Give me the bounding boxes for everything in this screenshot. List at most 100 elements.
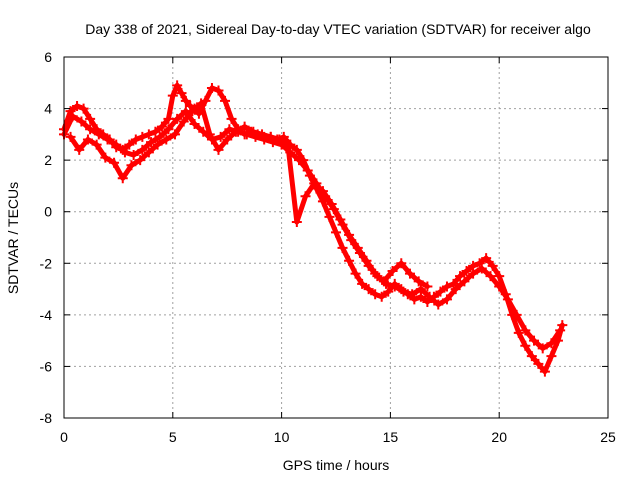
- data-point: [487, 260, 498, 271]
- data-point: [213, 144, 224, 155]
- data-point: [206, 82, 217, 93]
- data-point: [283, 142, 294, 153]
- data-point: [520, 325, 531, 336]
- data-point: [422, 296, 433, 307]
- data-point: [154, 131, 165, 142]
- data-point: [102, 134, 113, 145]
- data-point: [468, 268, 479, 279]
- data-point: [82, 134, 93, 145]
- data-point: [309, 178, 320, 189]
- data-point: [335, 214, 346, 225]
- x-tick-label: 10: [274, 429, 290, 445]
- data-point: [404, 268, 415, 279]
- data-point: [126, 160, 137, 171]
- data-point: [119, 147, 130, 158]
- data-point: [413, 276, 424, 287]
- data-point: [370, 268, 381, 279]
- data-point: [294, 155, 305, 166]
- chart-title: Day 338 of 2021, Sidereal Day-to-day VTE…: [85, 21, 591, 37]
- data-point: [257, 129, 268, 140]
- data-point: [169, 129, 180, 140]
- data-point: [204, 129, 215, 140]
- data-point: [387, 266, 398, 277]
- data-point: [172, 113, 183, 124]
- data-point: [143, 147, 154, 158]
- data-point: [409, 294, 420, 305]
- data-point: [85, 124, 96, 135]
- data-point: [476, 263, 487, 274]
- data-point: [546, 338, 557, 349]
- data-point: [109, 157, 120, 168]
- data-point: [130, 134, 141, 145]
- data-point: [78, 103, 89, 114]
- data-point: [65, 106, 76, 117]
- data-point: [513, 327, 524, 338]
- data-point: [537, 343, 548, 354]
- data-point: [156, 121, 167, 132]
- data-point: [331, 227, 341, 238]
- data-point: [494, 281, 505, 292]
- data-point: [396, 258, 407, 269]
- data-point: [398, 286, 409, 297]
- y-tick-label: 2: [44, 152, 52, 168]
- data-point: [485, 271, 496, 282]
- x-tick-label: 15: [383, 429, 399, 445]
- data-point: [502, 294, 513, 305]
- plot-frame: [63, 56, 609, 419]
- data-point: [350, 268, 361, 279]
- y-tick-label: -6: [40, 358, 53, 374]
- series-line: [61, 108, 563, 351]
- data-point: [407, 289, 418, 300]
- data-point: [361, 255, 372, 266]
- data-point: [152, 139, 163, 150]
- data-point: [172, 80, 183, 91]
- data-series: [59, 80, 568, 377]
- data-point: [91, 139, 102, 150]
- x-tick-label: 25: [600, 429, 616, 445]
- data-point: [557, 320, 568, 331]
- x-tick-label: 5: [169, 429, 177, 445]
- data-point: [93, 129, 104, 140]
- data-point: [189, 119, 200, 130]
- data-point: [383, 286, 394, 297]
- data-point: [163, 124, 174, 135]
- data-point: [274, 134, 285, 145]
- data-point: [435, 286, 446, 297]
- data-point: [213, 85, 224, 96]
- data-point: [363, 284, 374, 295]
- data-point: [137, 144, 148, 155]
- x-tick-label: 20: [491, 429, 507, 445]
- data-point: [161, 134, 172, 145]
- data-point: [220, 95, 231, 106]
- data-point: [187, 106, 198, 117]
- data-point: [100, 152, 111, 163]
- data-point: [222, 134, 233, 145]
- data-point: [196, 98, 207, 109]
- data-point: [344, 255, 355, 266]
- data-point: [137, 131, 148, 142]
- data-point: [337, 242, 348, 253]
- data-point: [378, 276, 389, 287]
- data-point: [459, 276, 470, 287]
- data-point: [539, 366, 550, 377]
- data-point: [128, 149, 139, 160]
- data-point: [448, 278, 459, 289]
- data-point: [241, 129, 252, 140]
- data-point: [146, 137, 157, 148]
- data-point: [150, 126, 161, 137]
- data-point: [555, 325, 566, 336]
- data-point: [455, 271, 466, 282]
- data-point: [481, 253, 492, 264]
- data-point: [352, 242, 363, 253]
- data-point: [176, 88, 187, 99]
- data-point: [511, 309, 522, 320]
- series-line: [68, 100, 430, 289]
- data-point: [72, 100, 83, 111]
- data-point: [291, 217, 302, 228]
- data-point: [422, 281, 433, 292]
- data-point: [389, 281, 400, 292]
- data-point: [180, 95, 191, 106]
- data-point: [65, 131, 76, 142]
